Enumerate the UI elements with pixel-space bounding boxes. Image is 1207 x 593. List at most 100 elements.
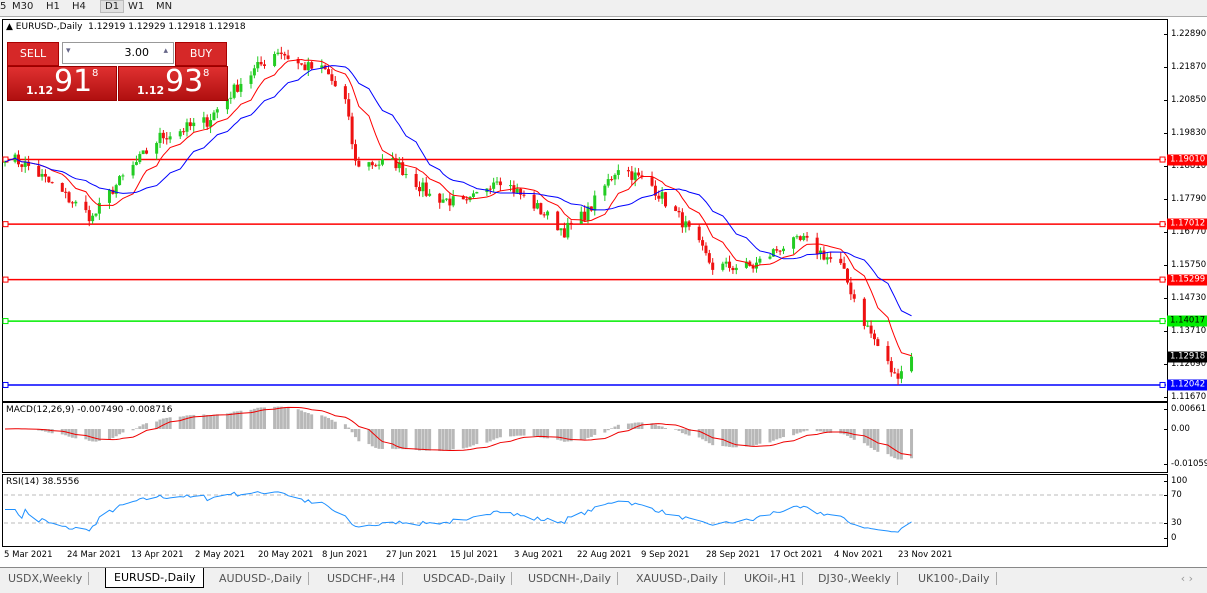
line-anchor [1159, 156, 1166, 163]
lot-size-input[interactable]: 3.00 [124, 46, 150, 59]
candle-body [232, 84, 236, 98]
line-anchor [2, 221, 9, 228]
price-line-label: 1.15299 [1167, 274, 1207, 286]
current-price-label: 1.12918 [1167, 351, 1207, 363]
candle-body [16, 154, 20, 165]
macd-tick-label: 0.00 [1171, 424, 1190, 434]
candle-body [792, 237, 796, 249]
chart-tab[interactable]: USDCHF-,H4 [321, 572, 403, 585]
candle-body [303, 64, 307, 71]
candles [3, 46, 914, 386]
macd-tick [1164, 464, 1167, 465]
increase-icon[interactable]: ▴ [163, 46, 168, 56]
candle-body [781, 248, 785, 252]
candle-body [586, 206, 590, 221]
one-click-trade-panel: SELL ▾ 3.00 ▴ BUY 1.12 91 8 1.12 93 8 [7, 41, 228, 101]
candle-body [593, 195, 597, 211]
candle-body [155, 143, 159, 154]
candle-body [212, 112, 216, 121]
macd-tick-label: 0.006611 [1171, 404, 1207, 414]
sell-price[interactable]: 1.12 91 8 [7, 64, 117, 101]
scroll-tabs-icon[interactable]: ‹ › [1180, 572, 1193, 585]
candle-body [401, 162, 405, 176]
sell-button[interactable]: SELL [7, 42, 59, 66]
chart-tab[interactable]: USDCAD-,Daily [417, 572, 513, 585]
candle-body [50, 182, 54, 184]
candle-body [886, 345, 890, 362]
timeframe-D1[interactable]: D1 [100, 0, 125, 13]
candle-body [819, 250, 823, 255]
candle-body [650, 177, 654, 186]
price-tick [1164, 34, 1167, 35]
candle-body [121, 175, 125, 177]
line-anchor [1159, 381, 1166, 388]
buy-button[interactable]: BUY [175, 42, 227, 66]
timeframe-W1[interactable]: W1 [128, 1, 145, 12]
candle-body [94, 213, 98, 216]
rsi-panel[interactable] [2, 474, 1168, 547]
buy-price-prefix: 1.12 [137, 84, 165, 97]
candle-body [60, 183, 64, 192]
candle-body [192, 122, 196, 127]
candle-body [509, 185, 512, 187]
timeframe-MN[interactable]: MN [156, 1, 173, 12]
price-axis[interactable]: 1.22890 1.21870 1.20850 1.19830 1.18810 1.177… [1164, 0, 1207, 548]
candle-body [205, 117, 209, 127]
candle-body [758, 258, 762, 263]
sell-price-fraction: 8 [92, 68, 99, 79]
timeframe-H1[interactable]: H1 [46, 1, 60, 12]
candle-body [566, 222, 570, 238]
candle-body [323, 65, 327, 70]
candle-body [849, 282, 853, 295]
candle-body [87, 210, 91, 222]
candle-body [276, 52, 280, 55]
candle-body [872, 333, 876, 340]
chart-tab[interactable]: EURUSD-,Daily [105, 568, 205, 588]
timeframe-M30[interactable]: M30 [12, 1, 34, 12]
candle-body [421, 182, 425, 192]
candle-body [637, 172, 641, 176]
price-tick-label: 1.16770 [1171, 227, 1207, 237]
chart-tab[interactable]: UK100-,Daily [912, 572, 997, 585]
chart-tab[interactable]: UKOil-,H1 [738, 572, 804, 585]
date-tick-label: 27 Jun 2021 [386, 550, 438, 560]
candle-body [333, 80, 337, 87]
candle-body [896, 373, 900, 379]
rsi-tick [1164, 538, 1167, 539]
chart-tab[interactable]: XAUUSD-,Daily [630, 572, 725, 585]
candle-body [731, 267, 735, 271]
chart-tab[interactable]: DJ30-,Weekly [812, 572, 898, 585]
chart-tab[interactable]: USDCNH-,Daily [522, 572, 618, 585]
candle-body [256, 62, 260, 69]
chart-tab[interactable]: USDX,Weekly [2, 572, 90, 585]
candle-body [515, 188, 519, 193]
candle-body [869, 325, 873, 334]
date-tick-label: 23 Nov 2021 [898, 550, 953, 560]
candle-body [778, 250, 782, 252]
candle-body [182, 131, 186, 133]
candle-body [539, 203, 543, 215]
candle-body [353, 144, 357, 161]
macd-label: MACD(12,26,9) -0.007490 -0.008716 [6, 405, 173, 415]
buy-price[interactable]: 1.12 93 8 [118, 64, 228, 101]
candle-body [852, 294, 856, 299]
candle-body [697, 226, 701, 241]
date-tick-label: 22 Aug 2021 [577, 550, 632, 560]
candle-body [488, 188, 492, 190]
candle-body [475, 192, 479, 194]
candle-body [532, 194, 536, 209]
candle-body [74, 201, 78, 204]
candle-body [569, 222, 573, 224]
chart-tab[interactable]: AUDUSD-,Daily [213, 572, 309, 585]
rsi-label: RSI(14) 38.5556 [6, 477, 80, 487]
candle-body [613, 174, 617, 180]
decrease-icon[interactable]: ▾ [66, 46, 71, 56]
timeframe-5[interactable]: 5 [0, 1, 7, 12]
timeframe-H4[interactable]: H4 [72, 1, 86, 12]
price-tick-label: 1.14730 [1171, 293, 1207, 303]
price-tick [1164, 397, 1167, 398]
candle-body [603, 185, 607, 196]
candle-body [158, 132, 162, 144]
lot-size-stepper[interactable]: ▾ 3.00 ▴ [62, 42, 174, 64]
candle-body [64, 191, 68, 193]
